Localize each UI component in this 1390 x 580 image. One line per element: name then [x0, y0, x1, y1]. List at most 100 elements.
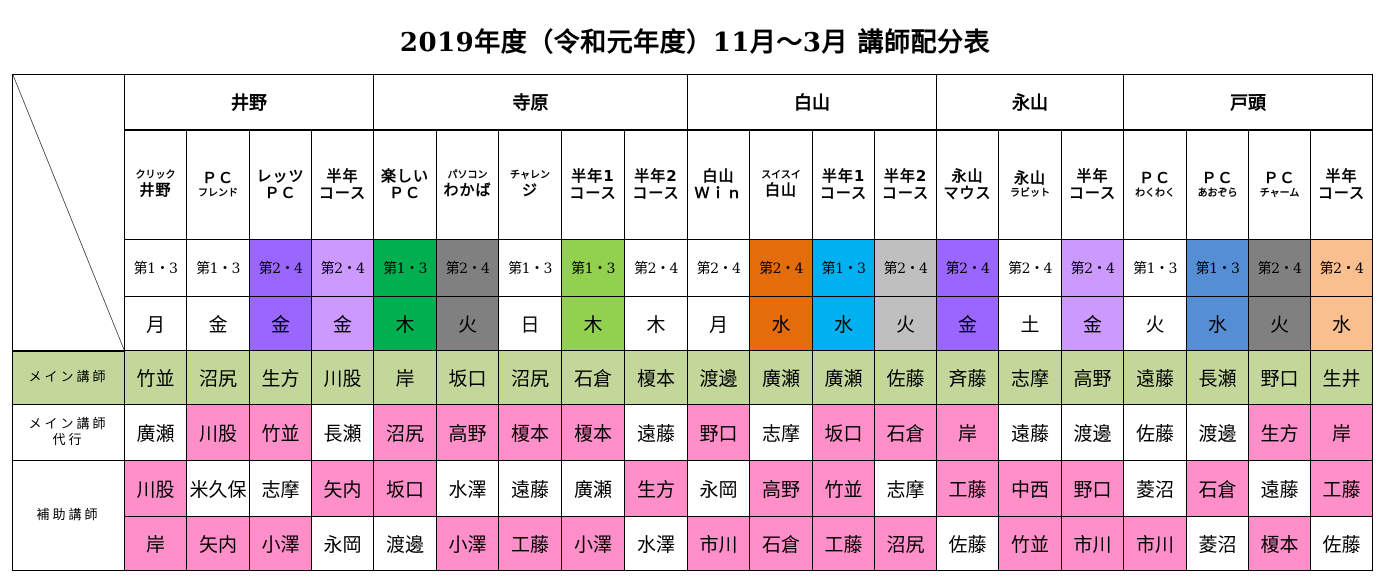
assistant-cell: 水澤: [436, 460, 499, 517]
week-cell: 第1・3: [561, 239, 625, 297]
substitute-cell: 遠藤: [623, 404, 689, 461]
assistant-cell: 石倉: [749, 516, 814, 571]
assistant-cell: 工藤: [936, 460, 1000, 517]
assistant-cell: 志摩: [874, 460, 938, 517]
week-cell: 第2・4: [874, 239, 938, 297]
assistant-cell: 高野: [749, 460, 814, 517]
assistant-cell: 渡邊: [373, 516, 437, 571]
week-cell: 第2・4: [311, 239, 374, 297]
row-label-substitute: メイン講師 代行: [12, 404, 125, 461]
day-cell: 金: [936, 296, 1000, 351]
day-cell: 水: [749, 296, 814, 351]
day-cell: 金: [249, 296, 312, 351]
week-cell: 第2・4: [1061, 239, 1125, 297]
substitute-cell: 渡邊: [1186, 404, 1250, 461]
week-cell: 第2・4: [749, 239, 814, 297]
course-name: ＰＣ わくわく: [1123, 129, 1188, 240]
assistant-cell: 遠藤: [498, 460, 562, 517]
course-name: 永山 マウス: [936, 129, 1000, 240]
course-name-line: スイスイ: [761, 170, 801, 182]
course-name-line: コース: [1317, 183, 1366, 202]
substitute-cell: 岸: [1310, 404, 1374, 461]
week-cell: 第1・3: [1186, 239, 1250, 297]
substitute-cell: 渡邊: [1061, 404, 1125, 461]
day-cell: 土: [998, 296, 1063, 351]
main-instructor-cell: 岸: [373, 350, 437, 405]
course-name-line: コース: [569, 183, 617, 202]
course-name-line: コース: [881, 183, 930, 202]
main-instructor-cell: 川股: [311, 350, 374, 405]
assistant-cell: 遠藤: [1248, 460, 1312, 517]
assistant-cell: 岸: [124, 516, 187, 571]
substitute-cell: 高野: [436, 404, 499, 461]
assistant-cell: 廣瀬: [561, 460, 625, 517]
course-name-line: コース: [318, 183, 367, 202]
corner-cell: [12, 74, 125, 352]
course-name: スイスイ 白山: [749, 129, 814, 240]
assistant-cell: 志摩: [249, 460, 312, 517]
main-instructor-cell: 遠藤: [1123, 350, 1188, 405]
assistant-cell: 竹並: [998, 516, 1063, 571]
main-instructor-cell: 榎本: [623, 350, 689, 405]
main-instructor-cell: 生井: [1310, 350, 1374, 405]
assistant-cell: 米久保: [186, 460, 250, 517]
substitute-cell: 志摩: [749, 404, 814, 461]
week-cell: 第1・3: [1123, 239, 1188, 297]
week-cell: 第2・4: [687, 239, 751, 297]
row-label-substitute-line2: 代行: [52, 432, 85, 448]
main-instructor-cell: 廣瀬: [812, 350, 876, 405]
course-name-line: 永山: [951, 166, 984, 185]
assistant-cell: 佐藤: [1310, 516, 1374, 571]
course-name-line: クリック: [135, 170, 176, 182]
course-name-line: 半年: [1076, 166, 1109, 185]
day-cell: 金: [311, 296, 374, 351]
day-cell: 火: [436, 296, 499, 351]
substitute-cell: 長瀬: [311, 404, 374, 461]
substitute-cell: 沼尻: [373, 404, 437, 461]
assistant-cell: 市川: [1061, 516, 1125, 571]
week-cell: 第1・3: [124, 239, 187, 297]
main-instructor-cell: 廣瀬: [749, 350, 814, 405]
week-cell: 第2・4: [1248, 239, 1312, 297]
course-name-line: ＰＣ: [201, 169, 234, 188]
substitute-cell: 川股: [186, 404, 250, 461]
main-instructor-cell: 竹並: [124, 350, 187, 405]
course-name-line: 井野: [139, 180, 172, 199]
main-instructor-cell: 沼尻: [498, 350, 562, 405]
assistant-cell: 市川: [687, 516, 751, 571]
instructor-header: 白山: [687, 74, 938, 131]
main-instructor-cell: 沼尻: [186, 350, 250, 405]
instructor-header: 井野: [124, 74, 374, 131]
assistant-cell: 川股: [124, 460, 187, 517]
row-label-assist: 補助講師: [12, 460, 125, 571]
course-name: 半年1 コース: [812, 129, 876, 240]
course-name-line: コース: [1068, 183, 1117, 202]
course-name-line: 楽しい: [380, 166, 429, 185]
main-instructor-cell: 坂口: [436, 350, 499, 405]
substitute-cell: 野口: [687, 404, 751, 461]
course-name: チャレンジ: [498, 129, 562, 240]
assistant-cell: 榎本: [1248, 516, 1312, 571]
course-name-line: ジ: [521, 180, 538, 199]
assistant-cell: 石倉: [1186, 460, 1250, 517]
assistant-cell: 工藤: [1310, 460, 1374, 517]
assistant-cell: 菱沼: [1186, 516, 1250, 571]
course-name: クリック 井野: [124, 129, 187, 240]
assistant-cell: 沼尻: [874, 516, 938, 571]
week-cell: 第1・3: [186, 239, 250, 297]
course-name-line: 半年2: [634, 166, 678, 185]
main-instructor-cell: 斉藤: [936, 350, 1000, 405]
assistant-cell: 矢内: [311, 460, 374, 517]
day-cell: 水: [1310, 296, 1374, 351]
course-name: 半年2 コース: [874, 129, 938, 240]
instructor-header: 戸頭: [1123, 74, 1374, 131]
week-cell: 第1・3: [373, 239, 437, 297]
substitute-cell: 石倉: [874, 404, 938, 461]
main-instructor-cell: 野口: [1248, 350, 1312, 405]
course-name-line: ラビット: [1010, 187, 1051, 199]
course-name: レッツ ＰＣ: [249, 129, 312, 240]
substitute-cell: 廣瀬: [124, 404, 187, 461]
course-name-line: チャレン: [510, 170, 550, 182]
course-name-line: 半年1: [571, 166, 615, 185]
assistant-cell: 小澤: [249, 516, 312, 571]
